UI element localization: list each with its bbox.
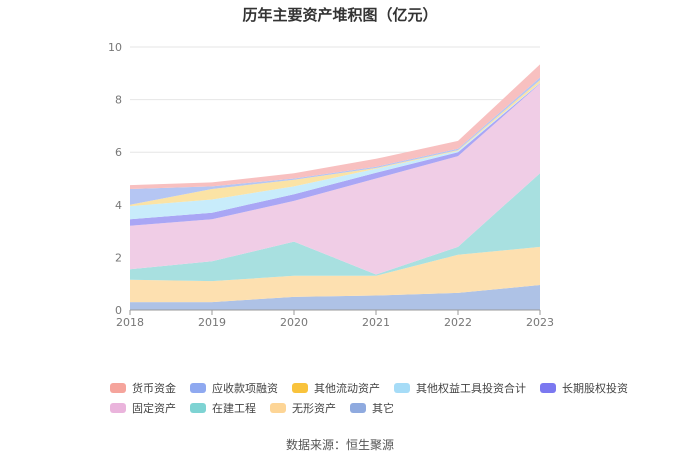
legend-item[interactable]: 无形资产 (270, 400, 336, 416)
x-tick-label: 2023 (526, 316, 554, 329)
legend-label: 长期股权投资 (562, 382, 628, 395)
legend-swatch (270, 403, 286, 413)
legend-swatch (292, 383, 308, 393)
data-source: 数据来源：恒生聚源 (285, 438, 394, 452)
area-series (130, 83, 540, 275)
area-series (130, 83, 540, 226)
x-tick-label: 2022 (444, 316, 472, 329)
legend-swatch (110, 383, 126, 393)
legend-swatch (540, 383, 556, 393)
legend-item[interactable]: 应收款项融资 (190, 380, 278, 396)
x-tick-label: 2019 (198, 316, 226, 329)
legend-label: 其他权益工具投资合计 (416, 382, 526, 395)
legend-row: 货币资金 应收款项融资 其他流动资产 其他权益工具投资合计 长期股权投资 (110, 378, 628, 398)
area-series (130, 173, 540, 282)
y-tick-label: 8 (115, 94, 122, 107)
y-tick-label: 0 (115, 304, 122, 317)
legend-label: 固定资产 (132, 402, 176, 415)
legend-label: 其它 (372, 402, 394, 415)
legend-label: 其他流动资产 (314, 382, 380, 395)
x-tick-label: 2021 (362, 316, 390, 329)
x-tick-label: 2020 (280, 316, 308, 329)
legend-label: 在建工程 (212, 402, 256, 415)
legend-swatch (110, 403, 126, 413)
legend-item[interactable]: 长期股权投资 (540, 380, 628, 396)
legend-item[interactable]: 货币资金 (110, 380, 176, 396)
legend-item[interactable]: 其他流动资产 (292, 380, 380, 396)
y-tick-label: 10 (108, 41, 122, 54)
legend-item[interactable]: 固定资产 (110, 400, 176, 416)
legend-swatch (394, 383, 410, 393)
y-tick-label: 4 (115, 199, 122, 212)
legend-item[interactable]: 其它 (350, 400, 394, 416)
legend-label: 货币资金 (132, 382, 176, 395)
legend: 货币资金 应收款项融资 其他流动资产 其他权益工具投资合计 长期股权投资固定资产 在建工程… (110, 378, 628, 418)
legend-row: 固定资产 在建工程 无形资产 其它 (110, 398, 610, 418)
legend-swatch (190, 403, 206, 413)
chart-title: 历年主要资产堆积图（亿元） (242, 6, 438, 24)
legend-swatch (350, 403, 366, 413)
area-series (130, 285, 540, 310)
legend-item[interactable]: 其他权益工具投资合计 (394, 380, 526, 396)
x-tick-label: 2018 (116, 316, 144, 329)
legend-label: 无形资产 (292, 402, 336, 415)
y-tick-label: 6 (115, 146, 122, 159)
legend-label: 应收款项融资 (212, 382, 278, 395)
area-series (130, 82, 540, 220)
area-series (130, 246, 540, 303)
y-tick-label: 2 (115, 251, 122, 264)
legend-item[interactable]: 在建工程 (190, 400, 256, 416)
area-series (130, 77, 540, 205)
legend-swatch (190, 383, 206, 393)
